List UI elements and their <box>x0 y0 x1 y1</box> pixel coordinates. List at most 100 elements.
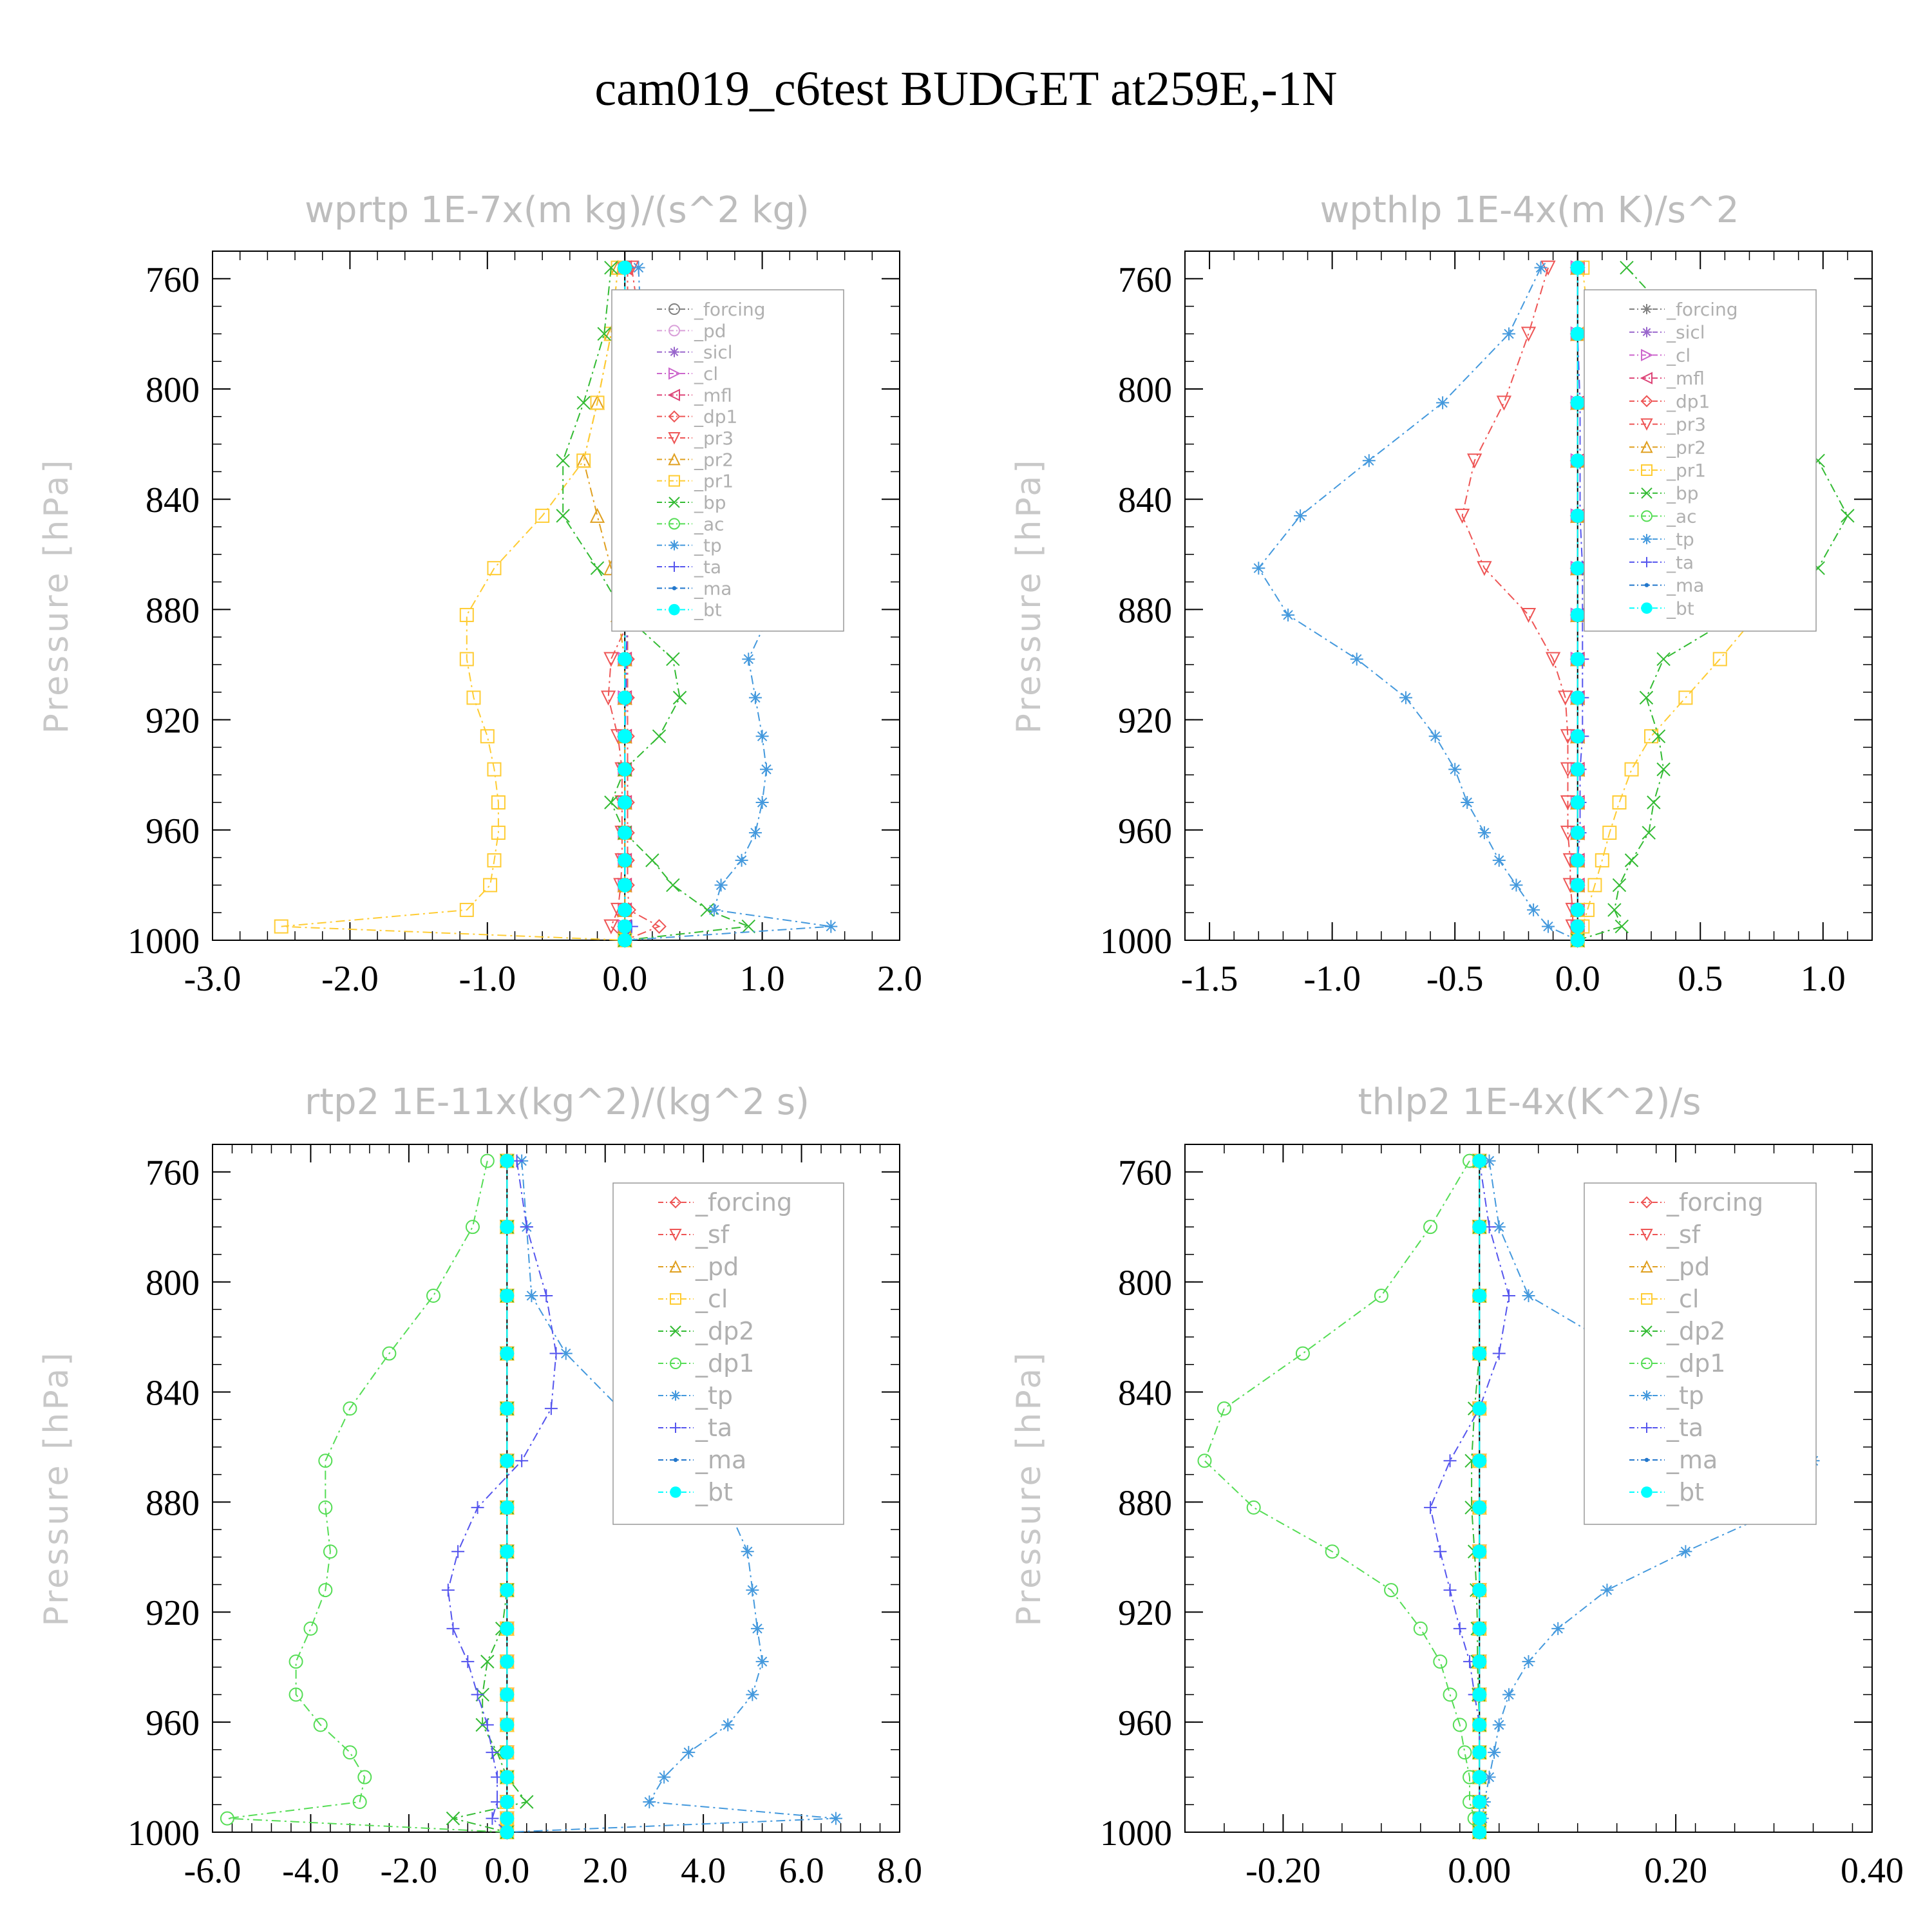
legend-marker <box>1640 1196 1653 1209</box>
data-point <box>1570 762 1585 777</box>
series-line <box>453 1160 528 1833</box>
legend-marker <box>670 1390 681 1401</box>
y-tick-label: 920 <box>1118 1593 1172 1633</box>
data-point <box>480 1654 495 1669</box>
legend-entry: _cl <box>1666 1285 1699 1313</box>
y-tick-label: 960 <box>146 1703 200 1743</box>
data-point <box>645 853 659 867</box>
data-point <box>487 762 502 777</box>
data-point <box>735 853 748 867</box>
series-dp2 <box>1464 1153 1486 1839</box>
y-tick-label: 1000 <box>1100 1814 1172 1853</box>
legend: _forcing_pd_sicl_cl_mfl_dp1_pr3_pr2_pr1_… <box>611 289 844 632</box>
data-point <box>1570 729 1585 744</box>
series-ta <box>1424 1154 1516 1839</box>
plot-frame <box>212 251 900 941</box>
data-point <box>540 1289 553 1302</box>
legend-marker <box>1641 1486 1653 1498</box>
data-point <box>618 826 632 840</box>
data-point <box>618 690 632 705</box>
legend-entry: _ma <box>1666 575 1704 596</box>
data-point <box>1443 1454 1457 1468</box>
data-point <box>1436 396 1450 410</box>
legend-entry: _ta <box>1666 1414 1703 1442</box>
data-point <box>500 1811 515 1826</box>
y-tick-label: 840 <box>146 1373 200 1413</box>
legend-marker <box>668 325 680 337</box>
data-point <box>721 1718 735 1732</box>
data-point <box>1522 1655 1535 1669</box>
data-point <box>1570 933 1585 947</box>
legend-entry: _pr1 <box>694 471 734 492</box>
data-point <box>618 933 632 947</box>
data-point <box>465 1220 480 1235</box>
y-axis-label: Pressure [hPa] <box>1010 1350 1048 1627</box>
legend-entry: _ma <box>1666 1446 1718 1474</box>
legend-box <box>1584 1182 1817 1525</box>
data-point <box>1615 919 1629 934</box>
series-bt <box>1570 260 1585 947</box>
data-point <box>589 507 605 523</box>
data-point <box>1492 1220 1506 1234</box>
data-point <box>1472 1583 1487 1598</box>
data-point <box>1612 878 1627 893</box>
data-point <box>632 261 645 274</box>
data-point <box>1541 920 1555 933</box>
data-point <box>746 1688 759 1701</box>
data-point <box>1472 1500 1487 1515</box>
data-point <box>446 1811 460 1826</box>
series-line <box>1430 1160 1510 1832</box>
data-point <box>1472 1454 1487 1468</box>
data-point <box>666 652 680 667</box>
x-tick-label: -1.0 <box>459 959 516 999</box>
data-point <box>1502 1688 1516 1701</box>
legend-marker <box>668 453 681 466</box>
legend: _forcing _sf _pd _cl _dp2 _dp1 _tp _ta _ma _bt <box>612 1182 844 1525</box>
plot-frame <box>212 1144 900 1833</box>
data-point <box>1570 327 1585 341</box>
legend-marker <box>1641 1358 1653 1369</box>
y-tick-label: 1000 <box>128 1814 200 1853</box>
data-point <box>556 453 570 468</box>
data-point <box>1520 607 1537 623</box>
data-point <box>500 1795 515 1810</box>
data-point <box>318 1583 333 1598</box>
x-tick-label: 0.40 <box>1841 1851 1904 1891</box>
data-point <box>1570 652 1585 667</box>
series-dp1 <box>1197 1153 1487 1839</box>
data-point <box>1570 508 1585 523</box>
data-point <box>486 1812 499 1825</box>
data-point <box>500 1621 515 1636</box>
legend-marker <box>1641 510 1653 522</box>
data-point <box>1433 1654 1448 1669</box>
y-tick-label: 840 <box>146 480 200 520</box>
legend-marker <box>1640 418 1653 431</box>
data-point <box>652 919 667 934</box>
x-tick-label: 2.0 <box>583 1851 628 1891</box>
data-point <box>1482 1154 1496 1168</box>
data-point <box>1558 690 1573 706</box>
legend-marker <box>669 540 679 551</box>
data-point <box>500 1654 515 1669</box>
legend-entry: _bt <box>1666 598 1694 619</box>
legend-box <box>612 1182 844 1525</box>
legend-entry: _bp <box>694 492 726 513</box>
data-point <box>1587 878 1602 893</box>
legend-entry: _dp2 <box>695 1317 754 1345</box>
legend-marker <box>1641 1293 1653 1305</box>
x-tick-label: 0.0 <box>484 1851 529 1891</box>
data-point <box>707 903 721 916</box>
data-point <box>471 1501 484 1514</box>
legend-entry: _cl <box>695 1285 728 1313</box>
series-bt <box>500 1153 515 1839</box>
data-point <box>1492 1347 1506 1360</box>
series-tp <box>1252 261 1584 947</box>
legend-marker <box>1642 534 1652 545</box>
data-point <box>618 729 632 744</box>
legend-marker <box>1642 304 1652 314</box>
legend-entry: _ta <box>695 1414 732 1442</box>
data-point <box>1522 1289 1535 1302</box>
legend-marker <box>668 497 680 508</box>
plot-frame <box>1184 1144 1873 1833</box>
data-point <box>1492 1718 1506 1732</box>
